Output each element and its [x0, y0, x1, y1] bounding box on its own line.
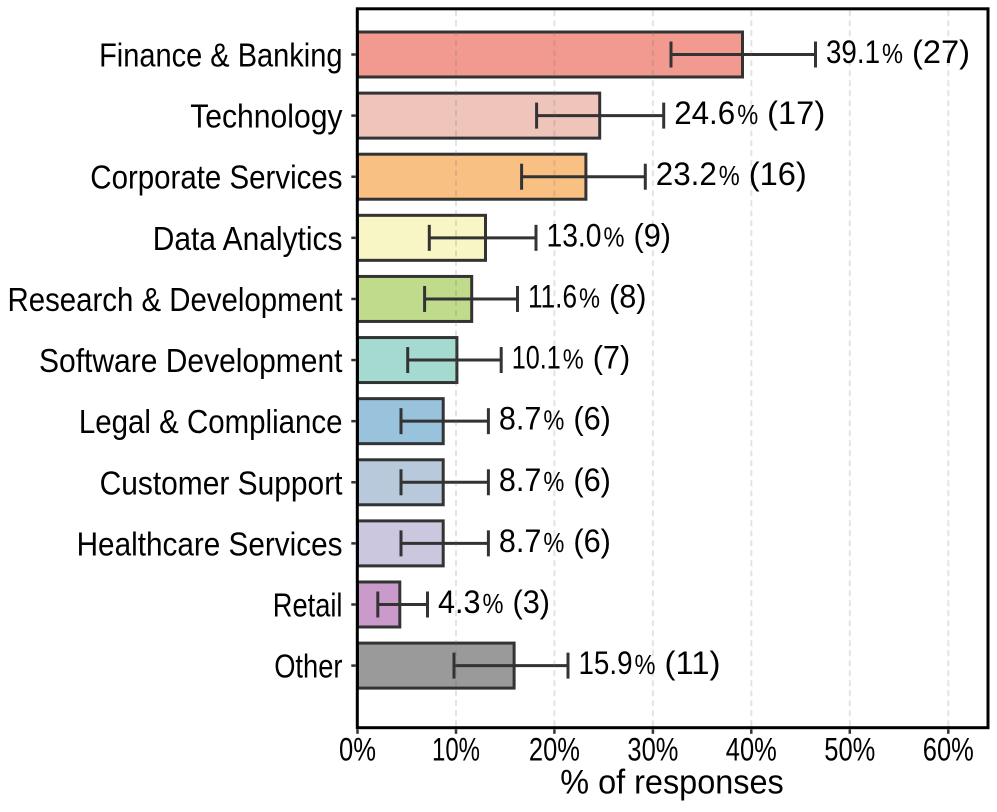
svg-text:Retail: Retail — [273, 586, 343, 623]
svg-text:%: % — [543, 527, 564, 558]
svg-text:%: % — [635, 649, 656, 680]
svg-text:(6): (6) — [573, 401, 611, 437]
svg-text:(11): (11) — [665, 645, 721, 681]
svg-text:%: % — [719, 160, 740, 191]
svg-text:50%: 50% — [824, 732, 875, 768]
svg-text:Research & Development: Research & Development — [8, 281, 343, 318]
svg-text:%: % — [882, 38, 903, 69]
svg-text:%: % — [543, 466, 564, 497]
svg-text:%: % — [483, 588, 504, 619]
svg-text:%: % — [579, 282, 600, 313]
svg-text:(6): (6) — [573, 462, 611, 498]
svg-text:24.6: 24.6 — [674, 95, 735, 131]
svg-text:Other: Other — [274, 648, 342, 685]
svg-text:10.1: 10.1 — [512, 340, 561, 376]
svg-text:%: % — [543, 405, 564, 436]
svg-text:%: % — [563, 344, 584, 375]
svg-text:(16): (16) — [749, 156, 807, 192]
svg-text:Software Development: Software Development — [39, 342, 343, 379]
svg-text:(8): (8) — [609, 278, 647, 314]
svg-text:8.7: 8.7 — [499, 401, 542, 437]
svg-text:(27): (27) — [912, 34, 970, 70]
svg-text:39.1: 39.1 — [826, 34, 880, 70]
svg-text:(9): (9) — [634, 217, 672, 253]
svg-text:23.2: 23.2 — [656, 156, 717, 192]
svg-text:40%: 40% — [726, 732, 777, 768]
svg-text:8.7: 8.7 — [499, 462, 542, 498]
svg-text:%: % — [604, 221, 625, 252]
svg-text:Healthcare Services: Healthcare Services — [77, 525, 343, 562]
svg-text:Corporate Services: Corporate Services — [90, 159, 342, 196]
svg-text:Technology: Technology — [190, 98, 343, 135]
svg-text:4.3: 4.3 — [438, 584, 481, 620]
svg-text:(17): (17) — [767, 95, 825, 131]
svg-text:0%: 0% — [339, 732, 376, 768]
svg-text:Data Analytics: Data Analytics — [153, 220, 343, 257]
svg-text:(3): (3) — [513, 584, 551, 620]
svg-text:15.9: 15.9 — [579, 645, 633, 681]
svg-text:(7): (7) — [593, 340, 631, 376]
svg-text:(6): (6) — [573, 523, 611, 559]
svg-text:11.6: 11.6 — [528, 278, 577, 314]
svg-text:Finance & Banking: Finance & Banking — [99, 37, 342, 74]
svg-text:%: % — [737, 99, 758, 130]
svg-text:20%: 20% — [529, 732, 580, 768]
svg-text:% of responses: % of responses — [560, 764, 784, 802]
svg-text:10%: 10% — [432, 732, 480, 768]
svg-text:60%: 60% — [923, 732, 974, 768]
svg-text:Customer Support: Customer Support — [100, 464, 343, 501]
svg-text:Legal & Compliance: Legal & Compliance — [79, 403, 343, 440]
svg-text:30%: 30% — [627, 732, 678, 768]
svg-text:8.7: 8.7 — [499, 523, 542, 559]
svg-text:13.0: 13.0 — [547, 217, 602, 253]
